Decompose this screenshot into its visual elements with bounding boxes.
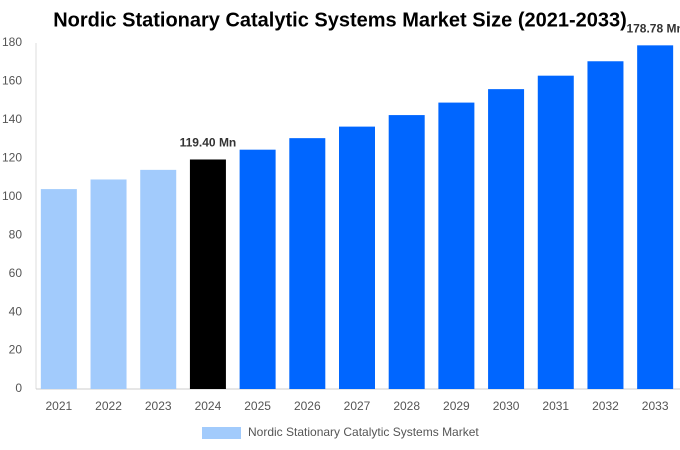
bar	[189, 159, 226, 389]
y-tick-label: 80	[9, 227, 23, 241]
y-tick-label: 100	[2, 189, 22, 203]
x-tick-label: 2025	[244, 399, 271, 413]
legend-label: Nordic Stationary Catalytic Systems Mark…	[248, 425, 479, 439]
x-tick-label: 2027	[344, 399, 371, 413]
x-tick-label: 2024	[195, 399, 222, 413]
x-tick-label: 2022	[95, 399, 122, 413]
bar	[388, 115, 425, 389]
bar	[537, 75, 574, 389]
x-tick-label: 2023	[145, 399, 172, 413]
bar	[438, 102, 475, 389]
x-tick-label: 2033	[642, 399, 669, 413]
y-tick-label: 20	[9, 343, 23, 357]
y-tick-label: 60	[9, 266, 23, 280]
x-tick-label: 2031	[542, 399, 569, 413]
value-label: 119.40 Mn	[180, 136, 237, 150]
chart-title: Nordic Stationary Catalytic Systems Mark…	[53, 9, 627, 31]
bar	[339, 126, 375, 389]
bar	[587, 61, 624, 390]
bar	[40, 189, 77, 389]
value-label: 178.78 Mn	[626, 22, 680, 36]
x-tick-label: 2028	[393, 399, 420, 413]
bar	[488, 89, 525, 389]
x-tick-label: 2029	[443, 399, 470, 413]
legend-swatch	[202, 427, 241, 439]
y-tick-label: 180	[2, 35, 22, 49]
y-tick-label: 0	[15, 381, 22, 395]
x-tick-label: 2021	[45, 399, 72, 413]
x-tick-label: 2026	[294, 399, 321, 413]
y-tick-label: 140	[2, 112, 22, 126]
x-tick-label: 2030	[493, 399, 520, 413]
bar	[90, 179, 127, 389]
y-tick-label: 160	[2, 74, 22, 88]
x-tick-label: 2032	[592, 399, 619, 413]
bar	[239, 149, 276, 389]
y-tick-label: 120	[2, 151, 22, 165]
bar	[140, 169, 177, 389]
y-tick-label: 40	[9, 304, 23, 318]
bar	[289, 138, 326, 389]
bar	[637, 45, 674, 389]
